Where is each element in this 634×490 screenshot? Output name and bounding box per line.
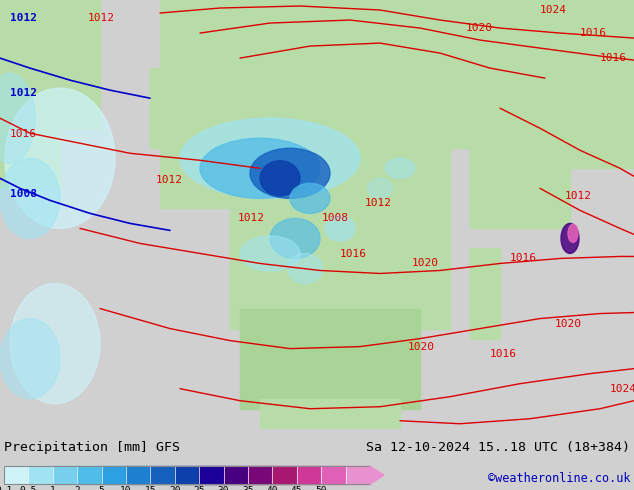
Bar [260, 399, 400, 429]
Text: 1024: 1024 [540, 5, 567, 15]
Text: 1020: 1020 [412, 258, 439, 269]
Text: 1012: 1012 [238, 213, 265, 223]
Bar [346, 466, 370, 484]
Bar [0, 118, 60, 188]
Text: 1012: 1012 [565, 191, 592, 201]
Text: 0.1: 0.1 [0, 486, 13, 490]
Ellipse shape [368, 178, 392, 198]
Ellipse shape [568, 224, 578, 243]
Ellipse shape [270, 219, 320, 258]
Text: 15: 15 [145, 486, 156, 490]
Bar [175, 466, 199, 484]
Ellipse shape [250, 148, 330, 198]
Ellipse shape [5, 88, 115, 228]
Text: 2: 2 [74, 486, 80, 490]
Ellipse shape [240, 236, 300, 271]
Bar [460, 0, 540, 48]
Bar [224, 466, 248, 484]
Bar [248, 466, 273, 484]
Bar [160, 0, 470, 98]
Text: 1024: 1024 [610, 384, 634, 393]
Text: 30: 30 [218, 486, 230, 490]
Bar [0, 0, 100, 128]
Text: 1016: 1016 [340, 249, 367, 259]
Text: 1020: 1020 [555, 318, 582, 329]
Text: 1016: 1016 [490, 348, 517, 359]
Bar [240, 309, 420, 409]
Ellipse shape [10, 284, 100, 404]
Text: Precipitation [mm] GFS: Precipitation [mm] GFS [4, 441, 180, 454]
Ellipse shape [385, 158, 415, 178]
Text: 1016: 1016 [10, 129, 37, 139]
Text: 1: 1 [50, 486, 56, 490]
Bar [230, 88, 450, 329]
Bar [53, 466, 77, 484]
Bar [300, 88, 500, 148]
Text: 40: 40 [267, 486, 278, 490]
Text: 1012: 1012 [10, 13, 37, 23]
Bar [4, 466, 29, 484]
Ellipse shape [0, 158, 60, 239]
Text: 0.5: 0.5 [20, 486, 37, 490]
Text: 1020: 1020 [408, 342, 435, 352]
Bar [4, 466, 370, 484]
Text: Sa 12-10-2024 15..18 UTC (18+384): Sa 12-10-2024 15..18 UTC (18+384) [366, 441, 630, 454]
Text: 1016: 1016 [600, 53, 627, 63]
Text: 1012: 1012 [88, 13, 115, 23]
Ellipse shape [561, 223, 579, 253]
Ellipse shape [0, 73, 35, 163]
Ellipse shape [287, 253, 323, 284]
Ellipse shape [0, 318, 60, 399]
Text: 1012: 1012 [365, 198, 392, 208]
Ellipse shape [325, 216, 355, 241]
Bar [77, 466, 101, 484]
Text: 1016: 1016 [510, 253, 537, 264]
Text: 50: 50 [316, 486, 327, 490]
Bar [560, 98, 634, 168]
Text: ©weatheronline.co.uk: ©weatheronline.co.uk [488, 472, 630, 485]
Text: 1012: 1012 [156, 175, 183, 185]
Ellipse shape [180, 118, 360, 198]
Bar [470, 128, 570, 228]
Polygon shape [370, 466, 384, 484]
Ellipse shape [260, 161, 300, 196]
Text: 35: 35 [242, 486, 254, 490]
Text: 1008: 1008 [322, 213, 349, 223]
Bar [470, 248, 500, 339]
Text: 1012: 1012 [10, 88, 37, 98]
Text: 5: 5 [99, 486, 105, 490]
Bar [101, 466, 126, 484]
Bar [160, 98, 250, 208]
Bar [150, 466, 175, 484]
Text: 25: 25 [193, 486, 205, 490]
Bar [540, 0, 634, 108]
Text: 20: 20 [169, 486, 181, 490]
Text: 45: 45 [291, 486, 302, 490]
Ellipse shape [200, 138, 320, 198]
Text: 10: 10 [120, 486, 132, 490]
Bar [150, 68, 240, 148]
Text: 1008: 1008 [10, 189, 37, 199]
Bar [126, 466, 150, 484]
Bar [321, 466, 346, 484]
Bar [273, 466, 297, 484]
Bar [297, 466, 321, 484]
Text: 1016: 1016 [580, 28, 607, 38]
Text: 1020: 1020 [466, 23, 493, 33]
Ellipse shape [290, 183, 330, 213]
Bar [420, 8, 580, 138]
Bar [199, 466, 224, 484]
Bar [29, 466, 53, 484]
